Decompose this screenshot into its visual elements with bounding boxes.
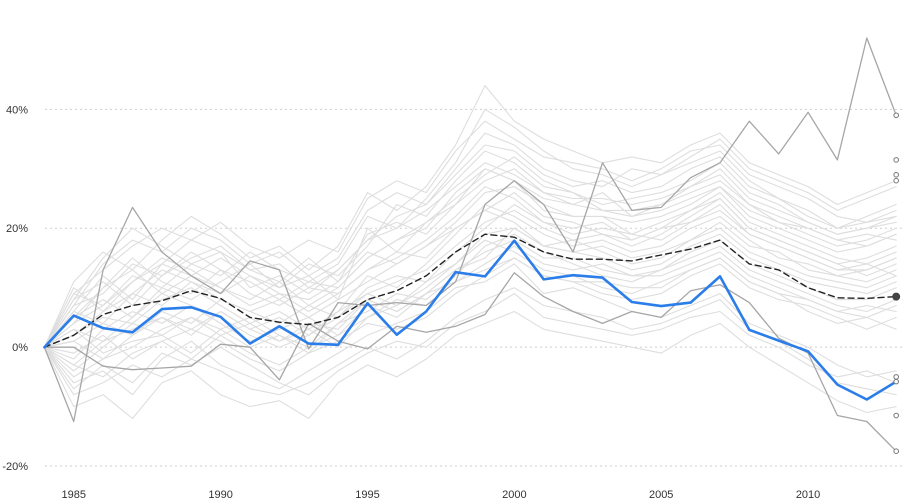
background-series-line xyxy=(43,257,897,378)
gridlines xyxy=(45,108,905,467)
background-series xyxy=(43,85,897,420)
end-marker-open xyxy=(893,378,899,385)
background-series-line xyxy=(43,168,897,348)
x-tick-label: 2010 xyxy=(796,489,820,501)
x-tick-label: 1985 xyxy=(62,489,86,501)
background-series-line xyxy=(43,168,897,348)
background-series-line xyxy=(43,162,897,348)
reference-series-line xyxy=(43,37,897,423)
x-tick-label: 2005 xyxy=(649,489,673,501)
background-series-line xyxy=(43,239,897,372)
background-series-line xyxy=(43,132,897,348)
y-tick-label: -20% xyxy=(2,461,28,473)
end-marker-open xyxy=(893,177,899,184)
x-axis-tick-labels: 1985 1990 1995 2000 2005 2010 xyxy=(62,489,821,501)
background-series-line xyxy=(43,186,897,348)
background-series-line xyxy=(43,227,897,360)
background-series-line xyxy=(43,221,897,366)
y-tick-label: 0% xyxy=(12,342,28,354)
y-tick-label: 20% xyxy=(6,223,28,235)
average-series-line xyxy=(43,233,897,348)
background-series-line xyxy=(43,293,897,396)
x-tick-label: 1990 xyxy=(208,489,232,501)
end-marker-open xyxy=(893,374,899,380)
average-series xyxy=(43,233,897,348)
background-series-line xyxy=(43,168,897,348)
x-tick-label: 1995 xyxy=(355,489,379,501)
end-marker-open xyxy=(893,448,899,454)
background-series-line xyxy=(43,120,897,348)
reference-series-line xyxy=(43,272,897,452)
end-marker-filled xyxy=(892,292,901,301)
y-tick-label: 40% xyxy=(6,104,28,116)
background-series-line xyxy=(43,150,897,348)
end-marker-open xyxy=(893,157,899,163)
background-series-line xyxy=(43,85,897,348)
background-series-line xyxy=(43,192,897,348)
x-tick-label: 2000 xyxy=(502,489,526,501)
end-marker-open xyxy=(893,412,899,419)
background-series-line xyxy=(43,144,897,348)
background-series-line xyxy=(43,310,897,420)
y-axis-tick-labels: -20% 0% 20% 40% xyxy=(2,104,28,473)
reference-series xyxy=(43,37,897,452)
background-series-line xyxy=(43,257,897,372)
highlight-series-line xyxy=(43,239,898,401)
background-series-line xyxy=(43,245,897,348)
end-marker-open xyxy=(893,112,899,119)
highlight-series xyxy=(43,239,898,401)
background-series-line xyxy=(43,186,897,348)
end-marker-open xyxy=(893,171,899,178)
end-markers xyxy=(892,112,901,454)
